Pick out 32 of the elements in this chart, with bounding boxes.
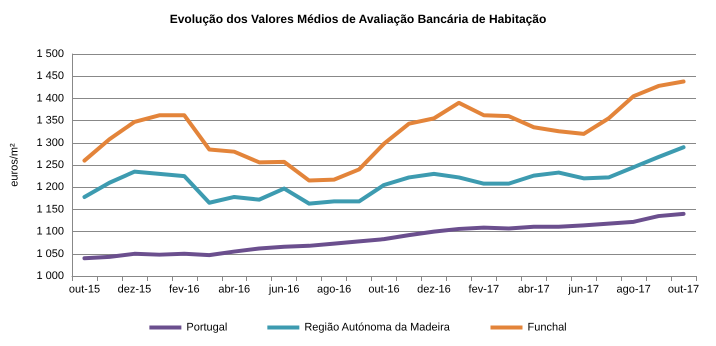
- x-tick-label: ago-17: [616, 284, 651, 296]
- x-tick-label: out-15: [68, 284, 100, 296]
- line-series: [82, 80, 686, 183]
- legend-label: Região Autónoma da Madeira: [304, 322, 451, 334]
- x-tick-label: jun-17: [567, 284, 599, 296]
- y-tick-label: 1 150: [36, 203, 64, 216]
- y-tick-label: 1 250: [36, 159, 64, 171]
- y-tick-label: 1 450: [36, 70, 64, 82]
- y-tick-label: 1 200: [36, 181, 64, 194]
- line-series: [82, 212, 686, 260]
- y-tick-label: 1 000: [36, 270, 64, 282]
- y-tick-label: 1 400: [36, 92, 64, 104]
- x-tick-label: abr-17: [518, 284, 550, 296]
- x-tick-label: fev-16: [169, 284, 200, 296]
- line-series: [82, 145, 686, 206]
- x-tick-label: jun-16: [268, 284, 300, 296]
- y-tick-label: 1 350: [36, 114, 64, 127]
- x-tick-label: dez-15: [118, 284, 152, 296]
- x-tick-label: out-16: [368, 284, 400, 296]
- y-axis-title: euros/m²: [8, 142, 20, 187]
- x-tick-label: fev-17: [468, 284, 500, 296]
- chart-title: Evolução dos Valores Médios de Avaliação Bancária de Habitação: [170, 12, 546, 26]
- legend-label: Funchal: [527, 322, 567, 334]
- x-tick-label: dez-16: [417, 284, 451, 296]
- x-tick-label: abr-16: [218, 284, 250, 296]
- y-tick-label: 1 500: [36, 48, 64, 60]
- x-tick-label: out-17: [668, 284, 700, 296]
- y-tick-label: 1 050: [36, 248, 64, 260]
- x-tick-label: ago-16: [316, 284, 352, 296]
- y-tick-label: 1 300: [36, 136, 64, 149]
- y-tick-label: 1 100: [36, 226, 64, 238]
- legend-label: Portugal: [186, 322, 228, 334]
